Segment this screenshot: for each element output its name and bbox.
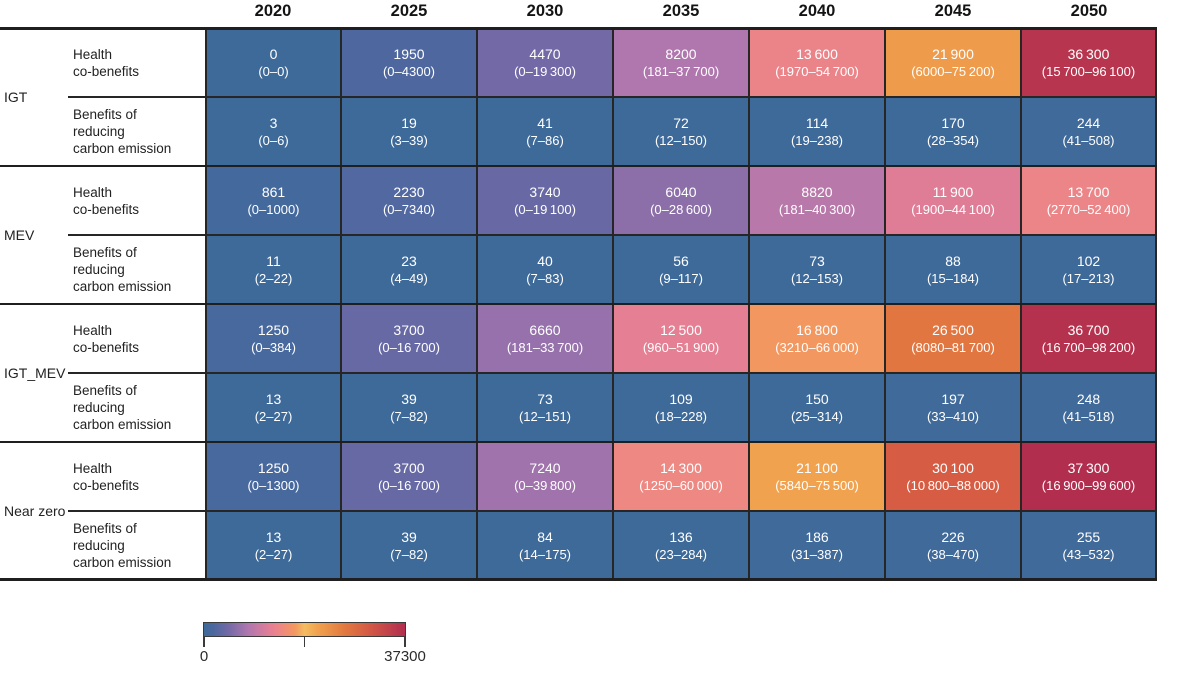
heat-cell: 23 (4–49): [341, 235, 477, 304]
heat-cell: 114 (19–238): [749, 97, 885, 166]
heat-cell: 861 (0–1000): [205, 166, 341, 235]
metric-label: Health co-benefits: [68, 166, 205, 235]
heat-cell: 186 (31–387): [749, 511, 885, 580]
metric-label: Health co-benefits: [68, 304, 205, 373]
heat-cell: 88 (15–184): [885, 235, 1021, 304]
group-separator-rule: [0, 302, 1157, 306]
metric-label: Benefits of reducing carbon emission: [68, 373, 205, 442]
scenario-label: IGT: [0, 28, 68, 166]
heat-cell: 40 (7–83): [477, 235, 613, 304]
year-header: 2040: [798, 2, 836, 20]
heat-cell: 16 800 (3210–66 000): [749, 304, 885, 373]
heat-cell: 36 700 (16 700–98 200): [1021, 304, 1157, 373]
heat-cell: 1250 (0–384): [205, 304, 341, 373]
heat-cell: 41 (7–86): [477, 97, 613, 166]
heat-cell: 21 900 (6000–75 200): [885, 28, 1021, 97]
heat-cell: 56 (9–117): [613, 235, 749, 304]
heat-cell: 1250 (0–1300): [205, 442, 341, 511]
heat-cell: 12 500 (960–51 900): [613, 304, 749, 373]
heat-cell: 3 (0–6): [205, 97, 341, 166]
heat-cell: 244 (41–508): [1021, 97, 1157, 166]
heat-cell: 13 700 (2770–52 400): [1021, 166, 1157, 235]
metric-separator-rule: [68, 234, 205, 236]
table-top-rule: [0, 27, 1157, 30]
heat-cell: 248 (41–518): [1021, 373, 1157, 442]
metric-separator-rule: [68, 96, 205, 98]
metric-label: Health co-benefits: [68, 442, 205, 511]
heat-cell: 8200 (181–37 700): [613, 28, 749, 97]
year-header: 2030: [526, 2, 564, 20]
year-header: 2050: [1070, 2, 1108, 20]
heat-cell: 8820 (181–40 300): [749, 166, 885, 235]
colorbar-max-label: 37300: [384, 648, 426, 665]
heat-cell: 136 (23–284): [613, 511, 749, 580]
heatmap-table: IGT Health co-benefits 0 (0–0) 1950 (0–4300) 44…: [0, 27, 1157, 581]
scenario-label: Near zero: [0, 442, 68, 580]
colorbar-gradient: [203, 622, 406, 637]
heat-cell: 19 (3–39): [341, 97, 477, 166]
metric-label: Benefits of reducing carbon emission: [68, 97, 205, 166]
heat-cell: 13 600 (1970–54 700): [749, 28, 885, 97]
group-separator-rule: [0, 440, 1157, 444]
metric-separator-rule: [68, 510, 205, 512]
heat-cell: 26 500 (8080–81 700): [885, 304, 1021, 373]
year-header: 2025: [390, 2, 428, 20]
scenario-label: IGT_MEV: [0, 304, 68, 442]
heat-cell: 11 900 (1900–44 100): [885, 166, 1021, 235]
heat-cell: 1950 (0–4300): [341, 28, 477, 97]
heat-cell: 170 (28–354): [885, 97, 1021, 166]
year-header: 2035: [662, 2, 700, 20]
heat-cell: 3700 (0–16 700): [341, 304, 477, 373]
heat-cell: 150 (25–314): [749, 373, 885, 442]
scenario-label: MEV: [0, 166, 68, 304]
colorbar-tick-min: [203, 637, 205, 647]
heat-cell: 11 (2–22): [205, 235, 341, 304]
colorbar-tick-mid: [303, 637, 306, 647]
heat-cell: 13 (2–27): [205, 511, 341, 580]
year-header-row: 2020 2025 2030 2035 2040 2045 2050: [205, 2, 1157, 26]
heat-cell: 73 (12–151): [477, 373, 613, 442]
heat-cell: 14 300 (1250–60 000): [613, 442, 749, 511]
colorbar-tick-max: [404, 637, 406, 647]
heat-cell: 36 300 (15 700–96 100): [1021, 28, 1157, 97]
heat-cell: 102 (17–213): [1021, 235, 1157, 304]
heat-cell: 3700 (0–16 700): [341, 442, 477, 511]
heat-cell: 72 (12–150): [613, 97, 749, 166]
heat-cell: 73 (12–153): [749, 235, 885, 304]
heat-cell: 6660 (181–33 700): [477, 304, 613, 373]
heat-cell: 7240 (0–39 800): [477, 442, 613, 511]
colorbar-min-label: 0: [199, 648, 209, 665]
metric-label: Health co-benefits: [68, 28, 205, 97]
year-header: 2045: [934, 2, 972, 20]
heat-cell: 37 300 (16 900–99 600): [1021, 442, 1157, 511]
heat-cell: 39 (7–82): [341, 511, 477, 580]
color-scale-legend: 0 37300: [199, 622, 426, 667]
table-bottom-rule: [0, 578, 1157, 581]
heat-cell: 39 (7–82): [341, 373, 477, 442]
heat-cell: 109 (18–228): [613, 373, 749, 442]
heat-cell: 226 (38–470): [885, 511, 1021, 580]
heat-cell: 3740 (0–19 100): [477, 166, 613, 235]
group-separator-rule: [0, 164, 1157, 168]
heat-cell: 21 100 (5840–75 500): [749, 442, 885, 511]
year-header: 2020: [254, 2, 292, 20]
heat-cell: 6040 (0–28 600): [613, 166, 749, 235]
metric-separator-rule: [68, 372, 205, 374]
heat-cell: 197 (33–410): [885, 373, 1021, 442]
heat-cell: 13 (2–27): [205, 373, 341, 442]
metric-label: Benefits of reducing carbon emission: [68, 235, 205, 304]
heat-cell: 255 (43–532): [1021, 511, 1157, 580]
metric-label: Benefits of reducing carbon emission: [68, 511, 205, 580]
heat-cell: 4470 (0–19 300): [477, 28, 613, 97]
heat-cell: 30 100 (10 800–88 000): [885, 442, 1021, 511]
heat-cell: 2230 (0–7340): [341, 166, 477, 235]
heat-cell: 0 (0–0): [205, 28, 341, 97]
heat-cell: 84 (14–175): [477, 511, 613, 580]
